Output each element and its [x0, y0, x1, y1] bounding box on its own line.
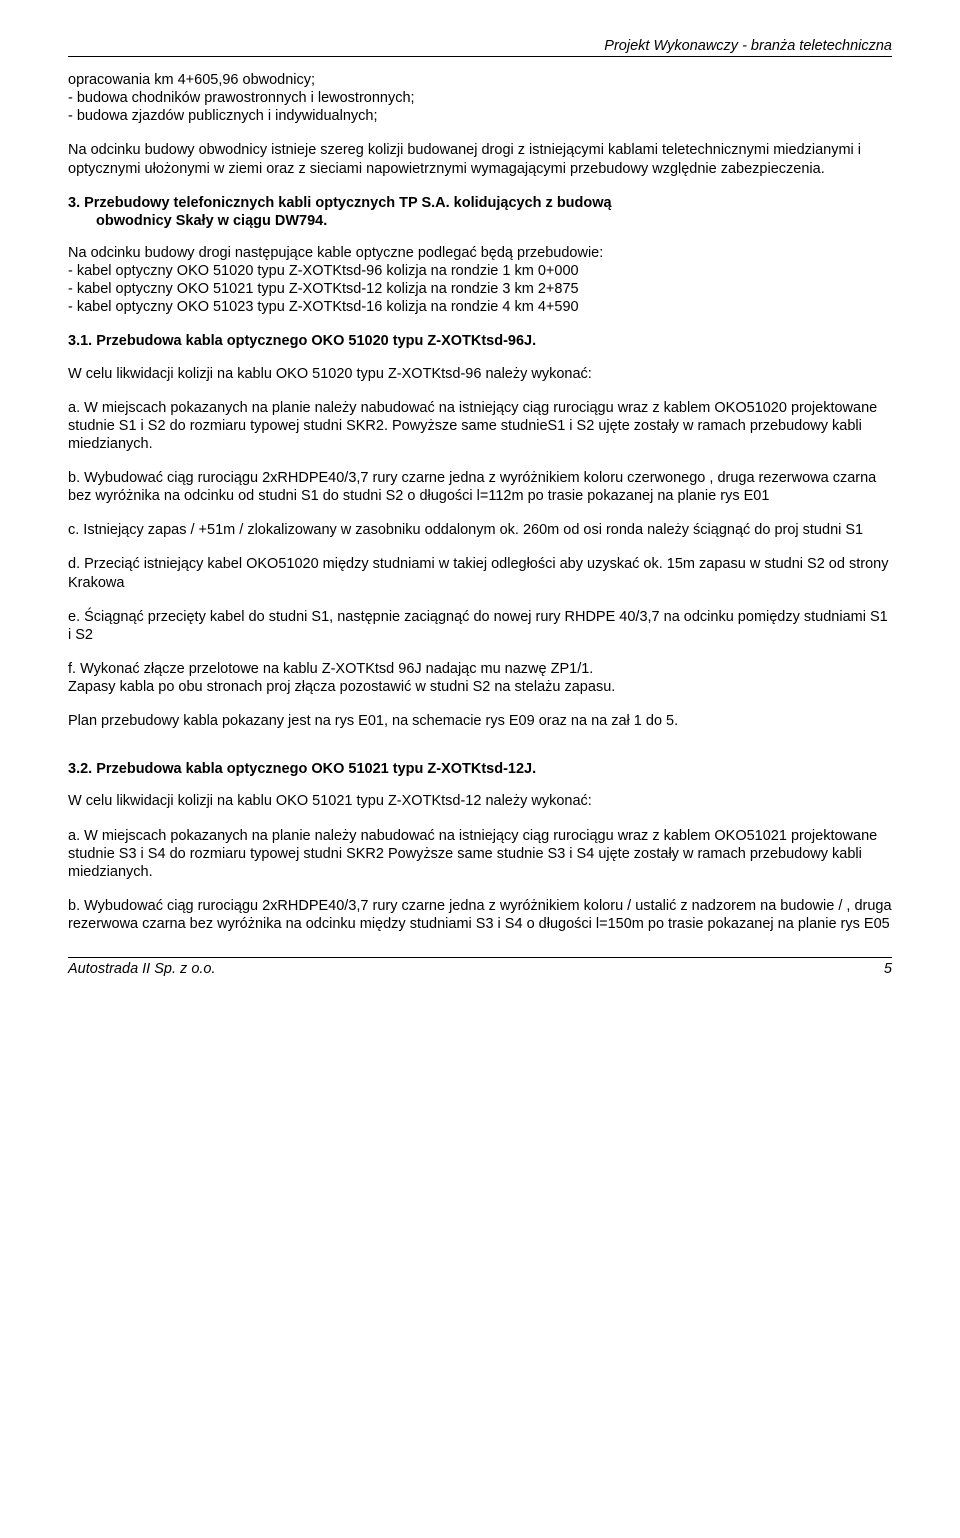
section-3-2-heading: 3.2. Przebudowa kabla optycznego OKO 510… [68, 760, 892, 778]
section-3-1-f2: Zapasy kabla po obu stronach proj złącza… [68, 678, 892, 696]
section-3-1-d: d. Przeciąć istniejący kabel OKO51020 mi… [68, 555, 892, 591]
section-3-1-a: a. W miejscach pokazanych na planie nale… [68, 399, 892, 453]
section-3-1-b: b. Wybudować ciąg rurociągu 2xRHDPE40/3,… [68, 469, 892, 505]
section-3-1-f1: f. Wykonać złącze przelotowe na kablu Z-… [68, 660, 892, 678]
intro-para-2: Na odcinku budowy obwodnicy istnieje sze… [68, 141, 892, 177]
page-header: Projekt Wykonawczy - branża teletechnicz… [68, 38, 892, 57]
section-3-1-p1: W celu likwidacji kolizji na kablu OKO 5… [68, 365, 892, 383]
section-3-heading-line2: obwodnicy Skały w ciągu DW794. [68, 212, 892, 230]
section-3-heading-line1: 3. Przebudowy telefonicznych kabli optyc… [68, 194, 892, 212]
section-3-2-p1: W celu likwidacji kolizji na kablu OKO 5… [68, 792, 892, 810]
section-3-2-a: a. W miejscach pokazanych na planie nale… [68, 827, 892, 881]
intro-line-1: opracowania km 4+605,96 obwodnicy; [68, 71, 892, 89]
section-3-bullet-2: - kabel optyczny OKO 51021 typu Z-XOTKts… [68, 280, 892, 298]
section-3-1-plan: Plan przebudowy kabla pokazany jest na r… [68, 712, 892, 730]
footer-left: Autostrada II Sp. z o.o. [68, 961, 216, 977]
section-3-2-b: b. Wybudować ciąg rurociągu 2xRHDPE40/3,… [68, 897, 892, 933]
section-3-heading: 3. Przebudowy telefonicznych kabli optyc… [68, 194, 892, 230]
section-3-bullet-1: - kabel optyczny OKO 51020 typu Z-XOTKts… [68, 262, 892, 280]
section-3-1-heading: 3.1. Przebudowa kabla optycznego OKO 510… [68, 332, 892, 350]
page-footer: Autostrada II Sp. z o.o. 5 [68, 957, 892, 977]
intro-line-3: - budowa zjazdów publicznych i indywidua… [68, 107, 892, 125]
footer-page-number: 5 [884, 961, 892, 977]
section-3-bullet-3: - kabel optyczny OKO 51023 typu Z-XOTKts… [68, 298, 892, 316]
section-3-1-c: c. Istniejący zapas / +51m / zlokalizowa… [68, 521, 892, 539]
section-3-intro: Na odcinku budowy drogi następujące kabl… [68, 244, 892, 262]
intro-line-2: - budowa chodników prawostronnych i lewo… [68, 89, 892, 107]
section-3-1-e: e. Ściągnąć przecięty kabel do studni S1… [68, 608, 892, 644]
